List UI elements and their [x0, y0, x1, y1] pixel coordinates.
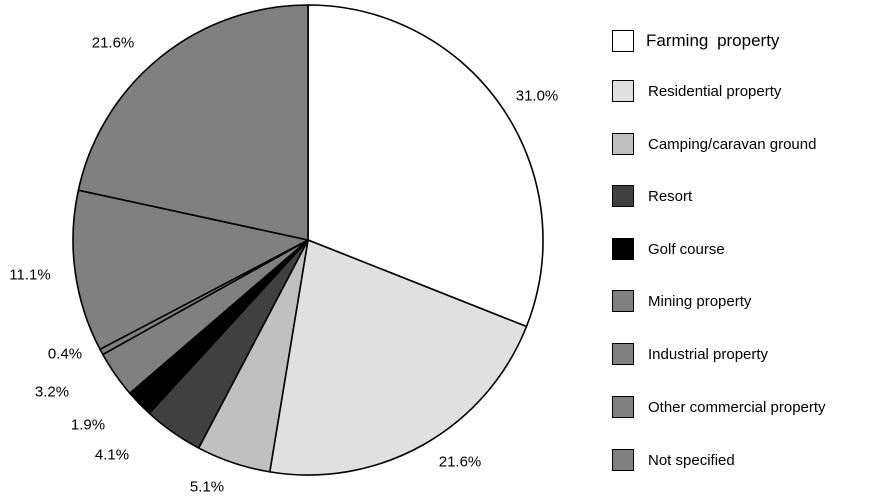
- pie-slice-not-specified: [77, 4, 309, 241]
- legend-label: Other commercial property: [648, 398, 826, 416]
- legend-label: Golf course: [648, 240, 725, 258]
- legend-swatch: [612, 133, 634, 155]
- slice-value-label: 0.4%: [47, 345, 83, 363]
- legend-label: Not specified: [648, 451, 735, 469]
- legend-item: Residential property: [612, 79, 781, 103]
- legend-label: Farming property: [646, 31, 780, 50]
- legend-swatch: [612, 30, 634, 52]
- slice-value-label: 11.1%: [9, 266, 51, 284]
- legend-swatch: [612, 343, 634, 365]
- pie-slice-residential-property: [268, 239, 528, 476]
- legend-item: Resort: [612, 184, 692, 208]
- slice-value-label: 5.1%: [189, 478, 225, 496]
- legend-item: Other commercial property: [612, 395, 826, 419]
- slice-value-label: 4.1%: [94, 446, 130, 464]
- pie-slice-farming-property: [307, 4, 544, 328]
- legend-item: Farming property: [612, 29, 779, 53]
- slice-value-label: 31.0%: [515, 87, 559, 105]
- slice-value-label: 21.6%: [91, 34, 135, 52]
- legend-item: Camping/caravan ground: [612, 132, 816, 156]
- legend-swatch: [612, 449, 634, 471]
- legend-label: Resort: [648, 187, 693, 205]
- legend-label: Industrial property: [648, 345, 769, 363]
- legend-swatch: [612, 185, 634, 207]
- legend-swatch: [612, 290, 634, 312]
- slice-value-label: 3.2%: [34, 383, 70, 401]
- slice-value-label: 21.6%: [438, 453, 482, 471]
- legend-swatch: [612, 396, 634, 418]
- legend-label: Residential property: [648, 82, 782, 100]
- legend-label: Mining property: [648, 292, 752, 310]
- pie-slice-other-commercial-property: [72, 189, 309, 351]
- legend-item: Golf course: [612, 237, 725, 261]
- legend-swatch: [612, 80, 634, 102]
- legend-item: Mining property: [612, 289, 751, 313]
- legend-item: Not specified: [612, 448, 735, 472]
- legend-item: Industrial property: [612, 342, 768, 366]
- slice-value-label: 1.9%: [70, 416, 106, 434]
- legend-label: Camping/caravan ground: [648, 135, 817, 153]
- legend-swatch: [612, 238, 634, 260]
